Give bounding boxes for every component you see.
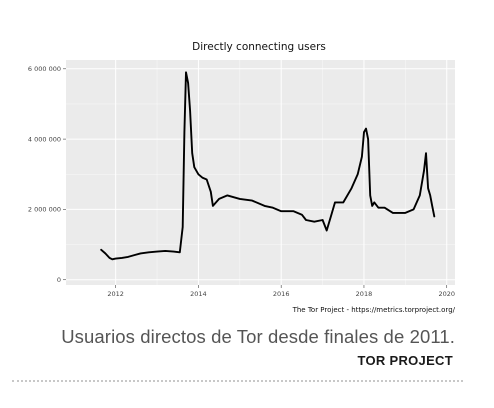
y-tick-label: 6 000 000	[28, 65, 61, 73]
x-tick-label: 2016	[273, 290, 290, 298]
plot-panel	[66, 60, 455, 285]
divider	[12, 380, 463, 382]
caption: Usuarios directos de Tor desde finales d…	[61, 326, 455, 347]
series-line-1	[100, 71, 436, 261]
y-tick-label: 0	[57, 276, 61, 284]
source-note: The Tor Project - https://metrics.torpro…	[292, 306, 456, 314]
chart: Directly connecting users 0 2 000 000 4 00…	[28, 41, 456, 314]
y-tick-label: 4 000 000	[28, 135, 61, 143]
x-axis: 2012 2014 2016 2018 2020	[107, 285, 455, 298]
x-tick-label: 2014	[190, 290, 207, 298]
credit-label: TOR PROJECT	[357, 353, 453, 368]
chart-title: Directly connecting users	[192, 41, 326, 53]
y-tick-label: 2 000 000	[28, 206, 61, 214]
x-tick-label: 2018	[356, 290, 373, 298]
x-tick-label: 2012	[107, 290, 124, 298]
series-layer	[100, 71, 436, 261]
y-axis: 0 2 000 000 4 000 000 6 000 000	[28, 65, 66, 284]
x-tick-label: 2020	[438, 290, 455, 298]
line-chart: Directly connecting users 0 2 000 000 4 00…	[28, 41, 456, 314]
